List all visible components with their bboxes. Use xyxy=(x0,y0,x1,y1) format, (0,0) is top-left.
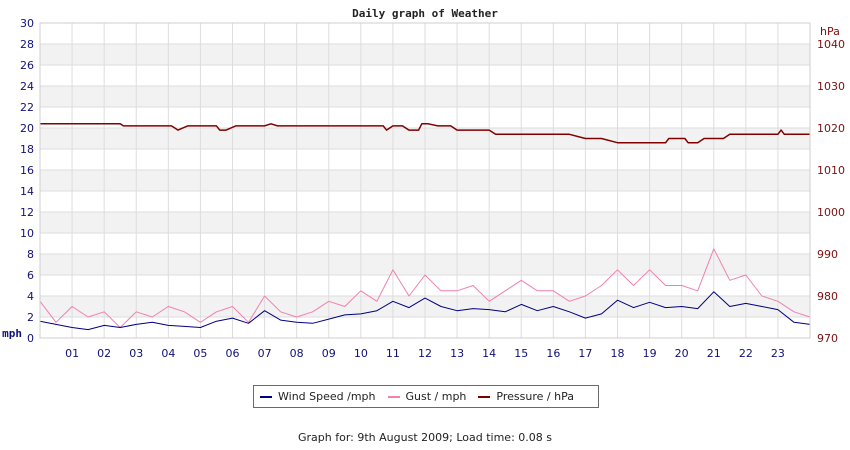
left-tick-label: 22 xyxy=(20,101,34,114)
legend-label-gust: Gust / mph xyxy=(405,390,467,403)
legend-label-pressure: Pressure / hPa xyxy=(496,390,574,403)
x-tick-label: 03 xyxy=(129,347,143,360)
left-tick-label: 28 xyxy=(20,38,34,51)
right-tick-label: 1010 xyxy=(817,164,845,177)
legend-item-gust: Gust / mph xyxy=(387,390,467,403)
series-line-pressure-hpa xyxy=(40,123,810,144)
left-tick-label: 18 xyxy=(20,143,34,156)
x-tick-label: 22 xyxy=(739,347,753,360)
plot-frame xyxy=(39,22,811,339)
series-line-wind-speed-mph xyxy=(39,291,811,331)
x-tick-label: 17 xyxy=(578,347,592,360)
left-axis-unit: mph xyxy=(2,327,22,340)
x-tick-label: 08 xyxy=(290,347,304,360)
left-tick-label: 2 xyxy=(27,311,34,324)
left-tick-label: 20 xyxy=(20,122,34,135)
left-tick-label: 14 xyxy=(20,185,34,198)
right-tick-label: 990 xyxy=(817,248,838,261)
x-tick-label: 09 xyxy=(322,347,336,360)
x-tick-label: 20 xyxy=(675,347,689,360)
x-tick-label: 13 xyxy=(450,347,464,360)
x-tick-label: 11 xyxy=(386,347,400,360)
footer-text: Graph for: 9th August 2009; Load time: 0… xyxy=(298,431,552,444)
x-tick-label: 01 xyxy=(65,347,79,360)
left-tick-label: 26 xyxy=(20,59,34,72)
left-tick-label: 30 xyxy=(20,17,34,30)
right-tick-label: 970 xyxy=(817,332,838,345)
x-tick-label: 05 xyxy=(193,347,207,360)
x-tick-label: 10 xyxy=(354,347,368,360)
x-tick-label: 23 xyxy=(771,347,785,360)
legend-swatch-pressure xyxy=(478,395,491,398)
left-tick-label: 8 xyxy=(27,248,34,261)
left-tick-label: 6 xyxy=(27,269,34,282)
x-tick-label: 04 xyxy=(161,347,175,360)
right-tick-label: 1020 xyxy=(817,122,845,135)
right-axis-unit: hPa xyxy=(820,25,840,38)
legend-swatch-wind-speed xyxy=(260,395,272,398)
right-tick-label: 1030 xyxy=(817,80,845,93)
right-tick-label: 980 xyxy=(817,290,838,303)
legend-swatch-gust xyxy=(387,395,400,398)
left-tick-label: 24 xyxy=(20,80,34,93)
right-tick-label: 1000 xyxy=(817,206,845,219)
left-tick-label: 10 xyxy=(20,227,34,240)
series-line-gust-mph xyxy=(39,248,811,328)
x-tick-label: 12 xyxy=(418,347,432,360)
x-tick-label: 15 xyxy=(514,347,528,360)
x-tick-label: 06 xyxy=(226,347,240,360)
x-tick-label: 07 xyxy=(258,347,272,360)
legend-item-pressure: Pressure / hPa xyxy=(478,390,574,403)
left-tick-label: 4 xyxy=(27,290,34,303)
right-tick-label: 1040 xyxy=(817,38,845,51)
left-tick-label: 16 xyxy=(20,164,34,177)
left-tick-label: 0 xyxy=(27,332,34,345)
x-tick-label: 21 xyxy=(707,347,721,360)
left-tick-label: 12 xyxy=(20,206,34,219)
x-tick-label: 16 xyxy=(546,347,560,360)
legend-label-wind-speed: Wind Speed /mph xyxy=(278,390,376,403)
x-tick-label: 14 xyxy=(482,347,496,360)
chart-title: Daily graph of Weather xyxy=(352,7,498,20)
x-tick-label: 18 xyxy=(611,347,625,360)
x-tick-label: 19 xyxy=(643,347,657,360)
chart-legend: Wind Speed /mph Gust / mph Pressure / hP… xyxy=(253,385,599,408)
legend-item-wind-speed: Wind Speed /mph xyxy=(260,390,376,403)
axes: 0246810121416182022242628309709809901000… xyxy=(20,17,845,360)
x-tick-label: 02 xyxy=(97,347,111,360)
series-lines xyxy=(39,123,811,331)
